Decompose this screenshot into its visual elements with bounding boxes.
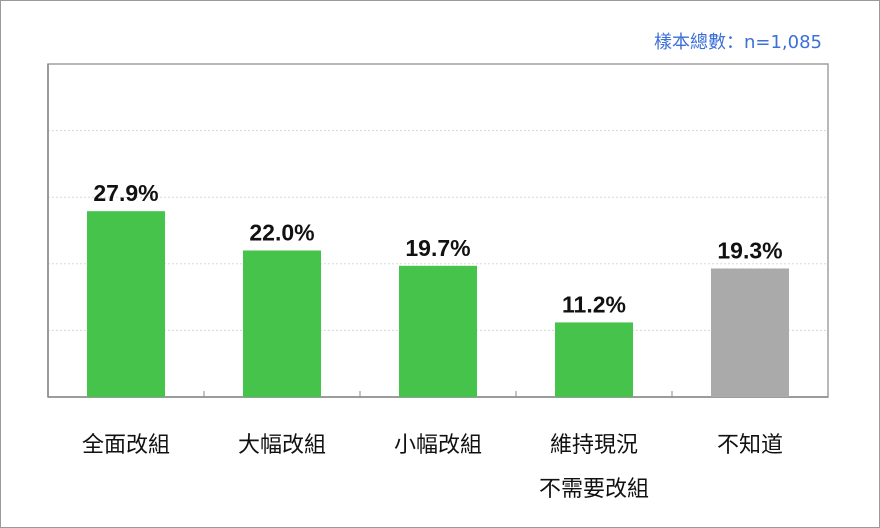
category-label: 全面改組 (82, 433, 170, 458)
data-label: 19.7% (405, 235, 470, 261)
category-label: 不需要改組 (539, 477, 649, 502)
data-label: 19.3% (717, 237, 782, 263)
bar (243, 250, 321, 397)
data-label: 27.9% (93, 180, 158, 206)
bar (555, 322, 633, 397)
bar (87, 211, 165, 397)
bar (711, 268, 789, 397)
category-label: 維持現況 (550, 433, 638, 458)
category-label: 小幅改組 (394, 433, 482, 458)
data-label: 11.2% (562, 291, 626, 317)
data-label: 22.0% (249, 219, 314, 245)
category-label: 不知道 (717, 433, 783, 458)
sample-size-note: 樣本總數：n=1,085 (653, 32, 822, 53)
bar (399, 265, 477, 397)
category-label: 大幅改組 (238, 433, 326, 458)
